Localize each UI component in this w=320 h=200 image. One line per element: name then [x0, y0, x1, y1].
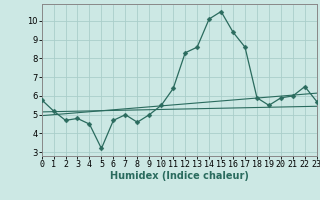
X-axis label: Humidex (Indice chaleur): Humidex (Indice chaleur): [110, 171, 249, 181]
